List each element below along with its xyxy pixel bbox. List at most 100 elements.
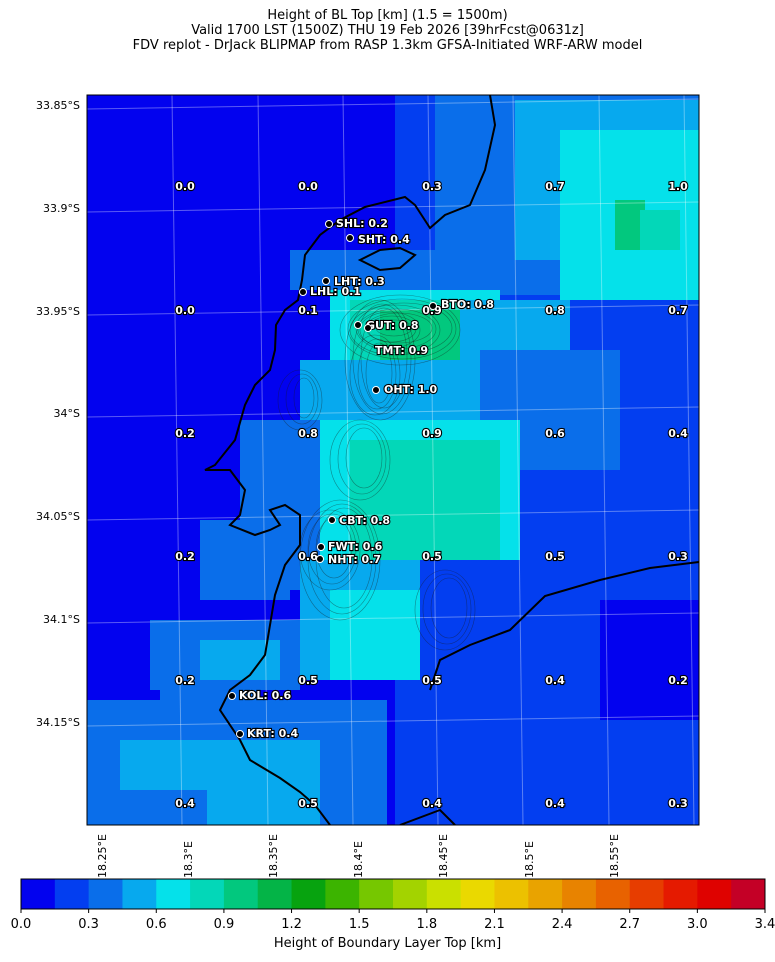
station-label: SHT: 0.4 [358, 233, 410, 246]
graticule-lat [87, 509, 699, 521]
colorbar-segment [291, 879, 326, 909]
grid-value-label: 0.5 [298, 797, 318, 810]
graticule-lon [598, 95, 610, 825]
colorbar-segment [223, 879, 259, 909]
terrain-contour [307, 513, 357, 585]
colorbar-tick-label: 2.4 [552, 917, 573, 932]
grid-value-labels: 0.0 0.0 0.3 0.7 1.0 0.0 0.1 0.9 0.8 0.7 0.2 0.8 0.9 0… [174, 179, 689, 811]
station-marker[interactable] [236, 730, 244, 738]
grid-value-label: 0.3 [422, 180, 442, 193]
station-label: LHT: 0.3 [334, 275, 385, 288]
colorbar-segment [122, 879, 157, 909]
station-marker[interactable] [316, 555, 324, 563]
coastline [429, 561, 699, 691]
coastline [204, 95, 497, 825]
terrain-contour [299, 509, 361, 591]
station-marker[interactable] [346, 234, 354, 242]
grid-value-label: 0.4 [545, 674, 565, 687]
map-title: Height of BL Top [km] (1.5 = 1500m) Vali… [0, 8, 775, 53]
colorbar-segment [190, 879, 225, 909]
station-marker[interactable] [364, 324, 372, 332]
station-label: KRT: 0.4 [247, 727, 298, 740]
terrain-contour [344, 299, 416, 421]
terrain-contour [337, 423, 387, 495]
title-line-2: Valid 1700 LST (1500Z) THU 19 Feb 2026 [… [191, 23, 584, 38]
grid-value-label: 0.2 [175, 674, 195, 687]
station-label: NHT: 0.7 [328, 553, 381, 566]
colorbar-segment [257, 879, 293, 909]
field-cell [560, 720, 699, 825]
colorbar-tick-label: 0.0 [11, 917, 32, 932]
station-marker[interactable] [299, 288, 307, 296]
field-cell [200, 640, 280, 680]
graticule-lat [87, 612, 699, 624]
lon-tick-label: 18.3°E [182, 841, 195, 878]
lon-tick-label: 18.5°E [523, 841, 536, 878]
graticule-lat [87, 715, 699, 727]
terrain-contour [375, 319, 413, 337]
station-marker[interactable] [325, 220, 333, 228]
colorbar-segment [156, 879, 191, 909]
terrain-contour [414, 569, 476, 651]
station-label: SHL: 0.2 [336, 217, 388, 230]
colorbar-frame [20, 878, 766, 910]
colorbar-segment [595, 879, 631, 909]
lon-tick-label: 18.35°E [267, 834, 280, 878]
colorbar-tick-label: 0.6 [146, 917, 167, 932]
graticule-lat [87, 201, 699, 213]
terrain-contour [359, 311, 421, 349]
grid-value-label: 0.2 [175, 427, 195, 440]
station-marker[interactable] [372, 386, 380, 394]
station-label: FWT: 0.6 [328, 540, 383, 553]
field-cell [87, 790, 207, 825]
grid-value-label: 0.4 [545, 797, 565, 810]
terrain-contour [339, 294, 461, 366]
title-line-3: FDV replot - DrJack BLIPMAP from RASP 1.… [132, 38, 643, 53]
grid-value-label: 0.0 [298, 180, 318, 193]
lon-tick-label: 18.4°E [352, 841, 365, 878]
grid-value-label: 0.1 [298, 304, 318, 317]
map-frame [86, 94, 700, 826]
coastline [357, 246, 417, 272]
terrain-contour [329, 419, 391, 501]
colorbar-segment [562, 879, 597, 909]
terrain-contour [430, 577, 468, 639]
field-cell [600, 600, 699, 720]
coastline [399, 808, 456, 825]
colorbar-segment [54, 879, 90, 909]
station-marker[interactable] [429, 302, 437, 310]
terrain-contour [349, 334, 401, 416]
station-marker[interactable] [228, 692, 236, 700]
graticule-lon [257, 95, 269, 825]
colorbar-tick-label: 0.3 [78, 917, 99, 932]
grid-value-label: 0.6 [545, 427, 565, 440]
station-label: TMT: 0.9 [375, 344, 428, 357]
station-marker[interactable] [317, 543, 325, 551]
station-marker[interactable] [328, 516, 336, 524]
grid-value-label: 0.8 [545, 304, 565, 317]
colorbar-segment [494, 879, 529, 909]
grid-value-label: 0.4 [422, 797, 442, 810]
field-cell [160, 680, 260, 740]
terrain-contour [360, 307, 408, 409]
colorbar-tick-label: 3.4 [755, 917, 775, 932]
colorbar-segment [663, 879, 698, 909]
grid-value-label: 0.2 [668, 674, 688, 687]
lat-tick-label: 33.95°S [36, 305, 80, 318]
graticule-lat [87, 406, 699, 418]
bl-height-field [87, 95, 699, 825]
lon-tick-label: 18.55°E [608, 834, 621, 878]
colorbar-segment [528, 879, 563, 909]
colorbar-tick-label: 3.0 [687, 917, 708, 932]
station-marker[interactable] [354, 321, 362, 329]
colorbar-tick-label: 2.7 [619, 917, 640, 932]
grid-value-label: 0.9 [422, 427, 442, 440]
terrain-contour [347, 298, 457, 360]
colorbar-segment [426, 879, 462, 909]
station-label: KOL: 0.6 [239, 689, 291, 702]
colorbar-segment [393, 879, 428, 909]
graticule-lon [427, 95, 439, 825]
station-marker[interactable] [322, 277, 330, 285]
terrain-contour [422, 573, 472, 645]
graticule-lon [683, 95, 695, 825]
